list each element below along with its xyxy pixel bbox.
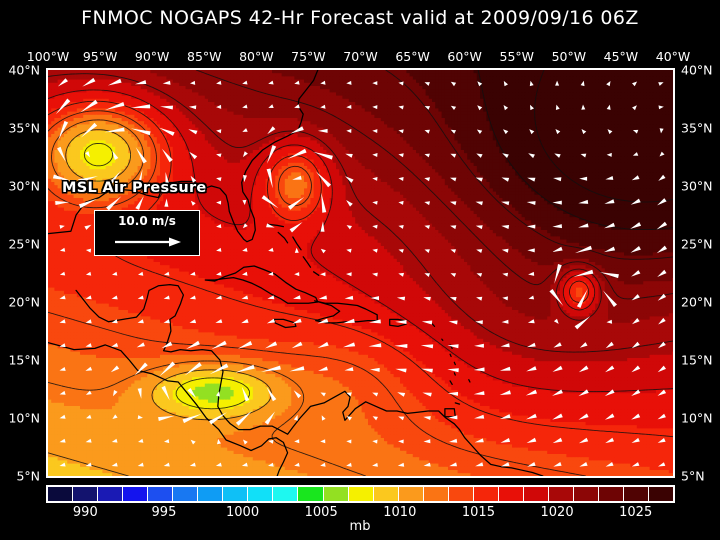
lat-tick-left-20N: 20°N (0, 295, 40, 310)
wind-scale-value: 10.0 m/s (95, 214, 199, 228)
colorbar-tick-1025: 1025 (619, 505, 652, 520)
colorbar-cell-0 (48, 487, 74, 501)
lat-tick-right-25N: 25°N (681, 237, 713, 252)
colorbar-cell-4 (148, 487, 174, 501)
colorbar-tick-995: 995 (152, 505, 177, 520)
lon-tick-100W: 100°W (27, 49, 69, 64)
colorbar-tick-1015: 1015 (462, 505, 495, 520)
colorbar-cell-10 (298, 487, 324, 501)
field-label: MSL Air Pressure (62, 180, 207, 196)
map-panel[interactable]: MSL Air Pressure 10.0 m/s (46, 68, 675, 478)
colorbar-tick-1000: 1000 (226, 505, 259, 520)
lat-tick-right-35N: 35°N (681, 121, 713, 136)
lon-tick-45W: 45°W (604, 49, 639, 64)
lat-tick-right-30N: 30°N (681, 179, 713, 194)
lon-tick-75W: 75°W (291, 49, 326, 64)
lon-tick-90W: 90°W (135, 49, 170, 64)
lon-tick-70W: 70°W (343, 49, 378, 64)
colorbar-cell-3 (123, 487, 149, 501)
colorbar-cell-8 (248, 487, 274, 501)
colorbar-cell-18 (498, 487, 524, 501)
lat-tick-left-15N: 15°N (0, 353, 40, 368)
colorbar-cell-13 (373, 487, 399, 501)
lon-tick-95W: 95°W (83, 49, 118, 64)
page-title: FNMOC NOGAPS 42-Hr Forecast valid at 200… (0, 7, 720, 29)
lat-tick-left-5N: 5°N (0, 469, 40, 484)
colorbar-tick-1020: 1020 (541, 505, 574, 520)
colorbar-cell-14 (398, 487, 424, 501)
colorbar-cell-21 (573, 487, 600, 501)
colorbar[interactable] (46, 485, 675, 503)
colorbar-cell-12 (348, 487, 374, 501)
lat-tick-left-40N: 40°N (0, 63, 40, 78)
lon-tick-40W: 40°W (656, 49, 691, 64)
lat-tick-left-30N: 30°N (0, 179, 40, 194)
colorbar-tick-1005: 1005 (305, 505, 338, 520)
colorbar-cell-11 (323, 487, 349, 501)
colorbar-cell-2 (98, 487, 124, 501)
lat-tick-right-40N: 40°N (681, 63, 713, 78)
right-arrow-icon (115, 237, 181, 247)
wind-scale-key: 10.0 m/s (94, 210, 200, 256)
lon-tick-85W: 85°W (187, 49, 222, 64)
colorbar-cell-22 (599, 487, 625, 501)
lat-tick-right-15N: 15°N (681, 353, 713, 368)
colorbar-tick-990: 990 (73, 505, 98, 520)
lat-tick-right-20N: 20°N (681, 295, 713, 310)
lat-tick-right-5N: 5°N (681, 469, 705, 484)
colorbar-tick-1010: 1010 (383, 505, 416, 520)
colorbar-cell-20 (548, 487, 574, 501)
lat-tick-left-10N: 10°N (0, 411, 40, 426)
lat-tick-left-35N: 35°N (0, 121, 40, 136)
colorbar-cell-5 (173, 487, 199, 501)
lon-tick-50W: 50°W (552, 49, 587, 64)
colorbar-cell-1 (73, 487, 99, 501)
colorbar-cell-9 (273, 487, 299, 501)
colorbar-cell-23 (624, 487, 650, 501)
pressure-field-svg (48, 70, 673, 476)
colorbar-cell-7 (223, 487, 249, 501)
colorbar-cell-6 (198, 487, 224, 501)
lon-tick-60W: 60°W (447, 49, 482, 64)
colorbar-cell-15 (423, 487, 449, 501)
lat-tick-right-10N: 10°N (681, 411, 713, 426)
colorbar-cell-24 (649, 487, 674, 501)
colorbar-cell-16 (448, 487, 474, 501)
colorbar-unit-label: mb (0, 519, 720, 534)
colorbar-cell-19 (523, 487, 549, 501)
map-canvas (48, 70, 673, 476)
lat-tick-left-25N: 25°N (0, 237, 40, 252)
colorbar-cell-17 (473, 487, 499, 501)
lon-tick-80W: 80°W (239, 49, 274, 64)
lon-tick-55W: 55°W (499, 49, 534, 64)
lon-tick-65W: 65°W (395, 49, 430, 64)
